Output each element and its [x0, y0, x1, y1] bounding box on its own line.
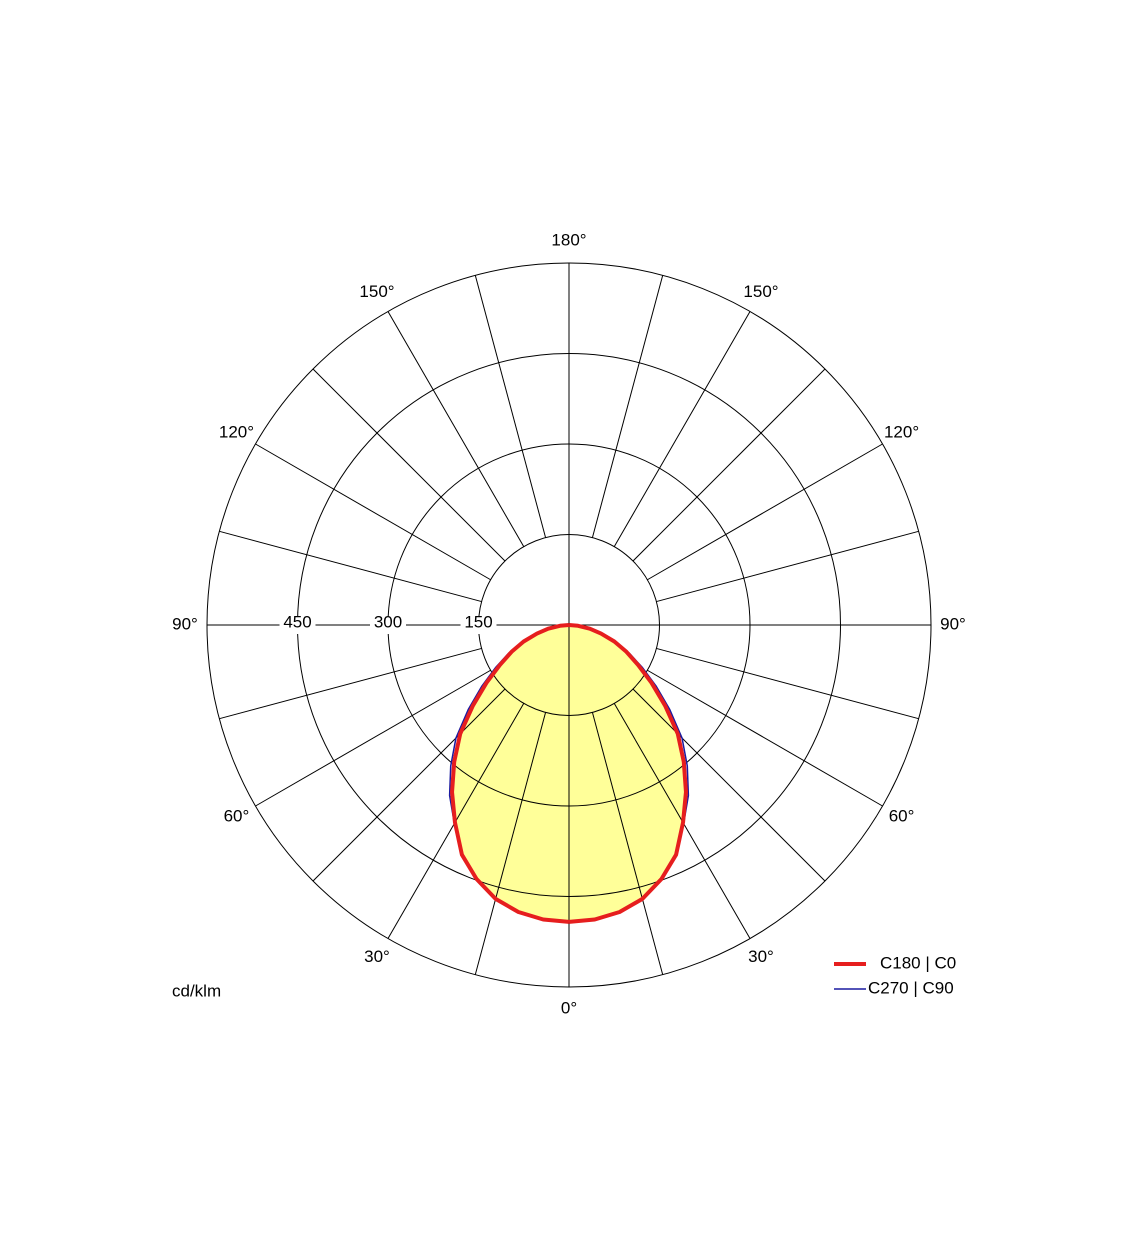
radial-line [591, 712, 664, 975]
r-tick-label: 150 [464, 612, 492, 631]
angle-label: 30° [748, 947, 774, 966]
series-line [450, 623, 570, 924]
angle-label: 180° [551, 230, 586, 249]
radial-line [591, 275, 664, 538]
label-bg [279, 616, 316, 634]
unit-label: cd/klm [172, 981, 221, 1000]
radial-line [474, 712, 547, 975]
radial-line [656, 647, 919, 720]
r-tick-label: 450 [283, 612, 311, 631]
radial-line [312, 368, 506, 562]
legend-label: C180 | C0 [880, 953, 956, 972]
radial-line [387, 311, 525, 547]
label-bg [370, 616, 406, 634]
angle-label: 60° [224, 806, 250, 825]
angle-label: 0° [561, 998, 577, 1017]
legend-label: C270 | C90 [868, 978, 954, 997]
radial-line [647, 669, 883, 807]
radial-line [632, 688, 826, 882]
angle-label: 150° [359, 282, 394, 301]
angle-label: 90° [172, 614, 198, 633]
angle-label: 120° [219, 422, 254, 441]
angle-label: 120° [884, 422, 919, 441]
radial-line [613, 311, 751, 547]
angle-label: 60° [889, 806, 915, 825]
series-line [568, 623, 688, 924]
angle-label: 90° [940, 614, 966, 633]
angle-label: 150° [743, 282, 778, 301]
radial-line [474, 275, 547, 538]
radial-line [255, 669, 491, 807]
radial-line [255, 443, 491, 581]
radial-line [656, 530, 919, 603]
angle-label: 30° [364, 947, 390, 966]
radial-line [219, 647, 482, 720]
r-tick-label: 300 [374, 612, 402, 631]
radial-line [647, 443, 883, 581]
radial-line [312, 688, 506, 882]
radial-line [632, 368, 826, 562]
radial-line [219, 530, 482, 603]
label-bg [460, 616, 497, 634]
